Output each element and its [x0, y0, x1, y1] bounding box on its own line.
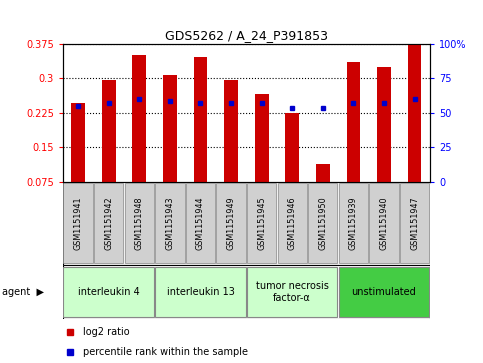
Bar — [216, 183, 246, 263]
Bar — [125, 183, 154, 263]
Bar — [377, 66, 391, 182]
Bar — [155, 267, 246, 317]
Text: agent  ▶: agent ▶ — [2, 287, 44, 297]
Text: GSM1151943: GSM1151943 — [165, 196, 174, 250]
Bar — [71, 103, 85, 182]
Bar — [408, 44, 422, 182]
Bar — [247, 183, 276, 263]
Title: GDS5262 / A_24_P391853: GDS5262 / A_24_P391853 — [165, 29, 328, 42]
Text: GSM1151944: GSM1151944 — [196, 196, 205, 250]
Bar — [102, 80, 115, 182]
Text: GSM1151947: GSM1151947 — [410, 196, 419, 250]
Bar — [186, 183, 215, 263]
Bar — [247, 267, 338, 317]
Bar — [63, 183, 93, 263]
Text: log2 ratio: log2 ratio — [83, 327, 129, 337]
Bar — [346, 62, 360, 182]
Bar — [94, 183, 123, 263]
Text: GSM1151941: GSM1151941 — [73, 196, 83, 250]
Bar — [285, 113, 299, 182]
Bar — [63, 267, 154, 317]
Bar — [308, 183, 338, 263]
Bar — [369, 183, 398, 263]
Text: tumor necrosis
factor-α: tumor necrosis factor-α — [256, 281, 328, 303]
Bar — [339, 183, 368, 263]
Bar — [278, 183, 307, 263]
Bar — [155, 183, 185, 263]
Text: interleukin 4: interleukin 4 — [78, 287, 140, 297]
Bar — [224, 80, 238, 182]
Text: GSM1151942: GSM1151942 — [104, 196, 113, 250]
Text: GSM1151949: GSM1151949 — [227, 196, 236, 250]
Bar — [163, 75, 177, 182]
Bar — [400, 183, 429, 263]
Text: interleukin 13: interleukin 13 — [167, 287, 234, 297]
Bar — [194, 57, 207, 182]
Text: GSM1151939: GSM1151939 — [349, 196, 358, 250]
Text: unstimulated: unstimulated — [352, 287, 416, 297]
Text: GSM1151950: GSM1151950 — [318, 196, 327, 250]
Text: GSM1151948: GSM1151948 — [135, 196, 144, 250]
Text: GSM1151945: GSM1151945 — [257, 196, 266, 250]
Bar — [339, 267, 429, 317]
Bar — [255, 94, 269, 182]
Text: percentile rank within the sample: percentile rank within the sample — [83, 347, 248, 357]
Bar — [316, 164, 330, 182]
Bar — [132, 55, 146, 182]
Text: GSM1151940: GSM1151940 — [380, 196, 388, 250]
Text: GSM1151946: GSM1151946 — [288, 196, 297, 250]
